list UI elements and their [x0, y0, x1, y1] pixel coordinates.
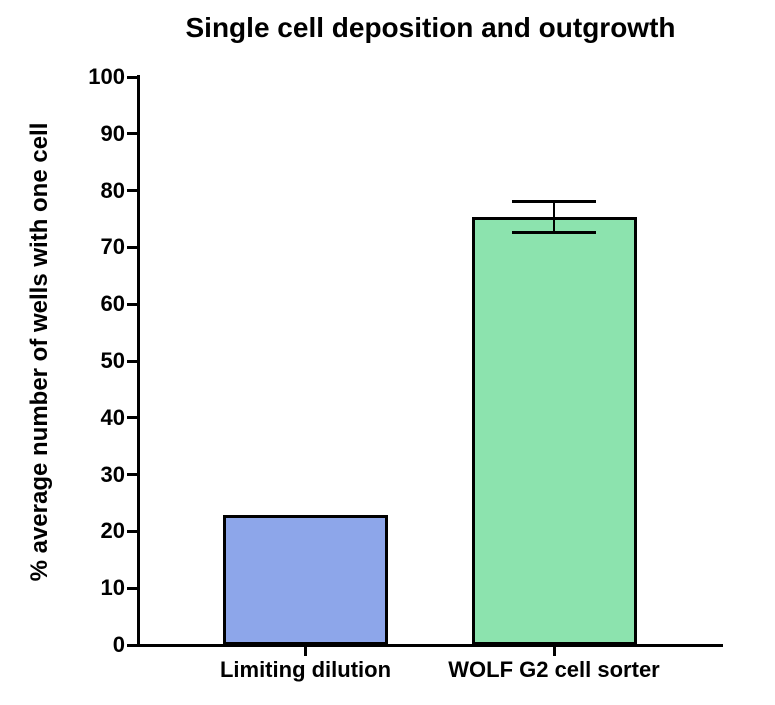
y-axis-line [136, 75, 140, 647]
y-tick-label: 0 [112, 632, 125, 657]
x-category-label: WOLF G2 cell sorter [448, 657, 660, 682]
y-tick [126, 359, 137, 363]
y-tick [126, 473, 137, 477]
y-axis-title: % average number of wells with one cell [26, 122, 53, 582]
y-tick-label: 40 [100, 404, 125, 430]
error-bar-line [553, 201, 555, 233]
y-tick [126, 189, 137, 193]
y-tick [126, 245, 137, 249]
y-tick [126, 75, 137, 79]
x-axis-line [136, 643, 723, 647]
x-tick [304, 646, 307, 656]
y-tick-label: 60 [100, 291, 125, 317]
x-category-label: Limiting dilution [219, 657, 392, 682]
y-tick [126, 529, 137, 533]
y-tick-label: 20 [100, 518, 125, 544]
y-tick-label: 70 [100, 234, 125, 260]
x-tick [552, 646, 556, 656]
error-bar-cap-bottom [512, 230, 596, 234]
chart-title: Single cell deposition and outgrowth [185, 12, 676, 43]
error-bar-cap-top [512, 199, 596, 203]
y-tick [126, 586, 137, 590]
y-tick-label: 80 [100, 177, 125, 203]
y-tick-label: 100 [88, 64, 125, 89]
y-tick [126, 416, 137, 420]
y-tick-label: 30 [100, 461, 125, 487]
y-tick [126, 643, 137, 647]
y-tick [126, 302, 137, 306]
y-tick-label: 90 [100, 120, 125, 146]
y-tick-label: 10 [100, 575, 125, 601]
bar-limiting-dilution [223, 515, 388, 645]
bar-wolf-g2-cell-sorter [471, 216, 637, 645]
y-tick-label: 50 [100, 348, 125, 373]
y-tick [126, 132, 137, 136]
